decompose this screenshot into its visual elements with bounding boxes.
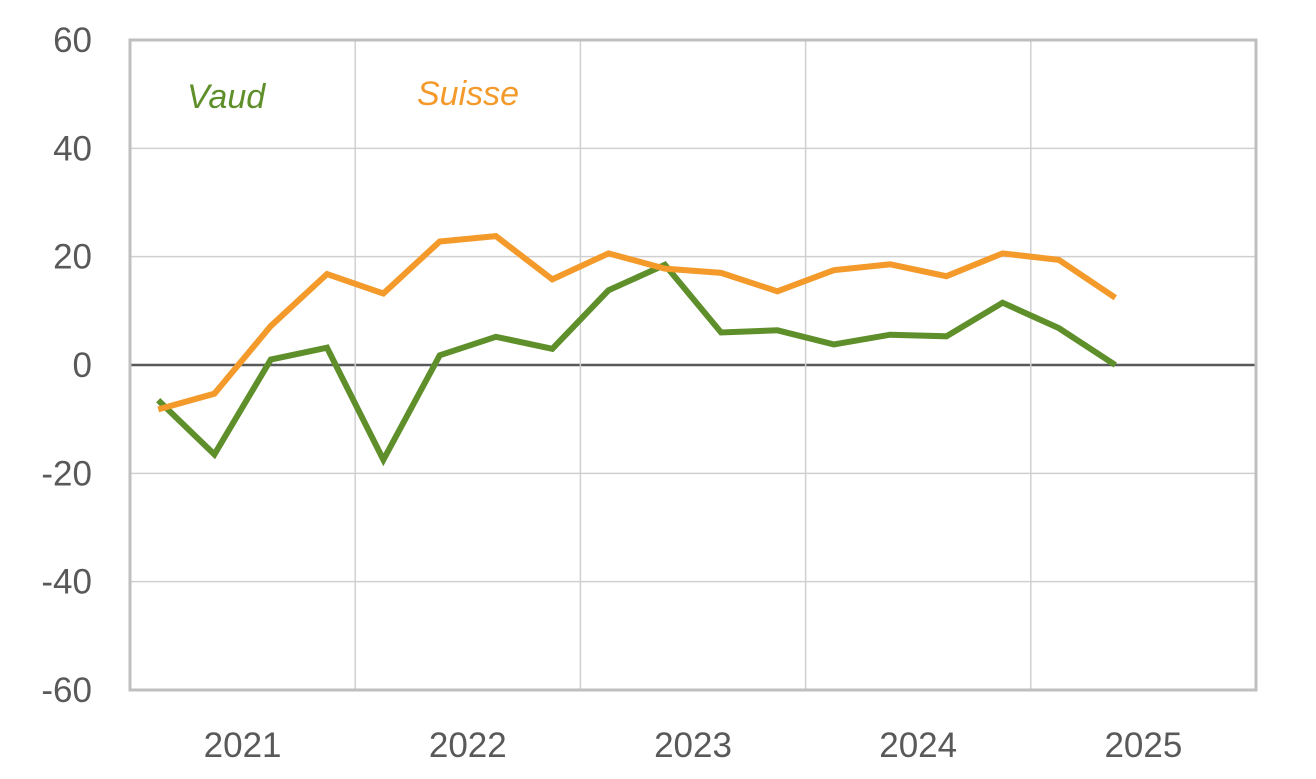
y-tick-label: -20: [41, 454, 92, 493]
x-tick-label: 2023: [654, 726, 732, 765]
y-tick-label: 0: [73, 346, 92, 385]
x-axis-tick-labels: 2021 2022 2023 2024 2025: [204, 726, 1183, 765]
series-layer: [156, 233, 1117, 467]
y-tick-label: 40: [53, 129, 92, 168]
x-tick-label: 2024: [879, 726, 957, 765]
legend-label-vaud: Vaud: [187, 78, 266, 116]
y-tick-label: -60: [41, 671, 92, 710]
y-tick-label: 20: [53, 238, 92, 277]
x-tick-label: 2021: [204, 726, 282, 765]
legend: Vaud Suisse: [187, 75, 519, 116]
legend-label-suisse: Suisse: [417, 75, 519, 113]
series-line-vaud: [156, 261, 1117, 467]
y-tick-label: -40: [41, 563, 92, 602]
plot-border: [128, 38, 1258, 692]
x-tick-label: 2025: [1104, 726, 1182, 765]
y-tick-label: 60: [53, 21, 92, 60]
x-tick-label: 2022: [429, 726, 507, 765]
series-line-suisse: [157, 233, 1117, 413]
grid-layer: [128, 38, 1258, 692]
y-axis-tick-labels: 60 40 20 0 -20 -40 -60: [41, 21, 92, 710]
